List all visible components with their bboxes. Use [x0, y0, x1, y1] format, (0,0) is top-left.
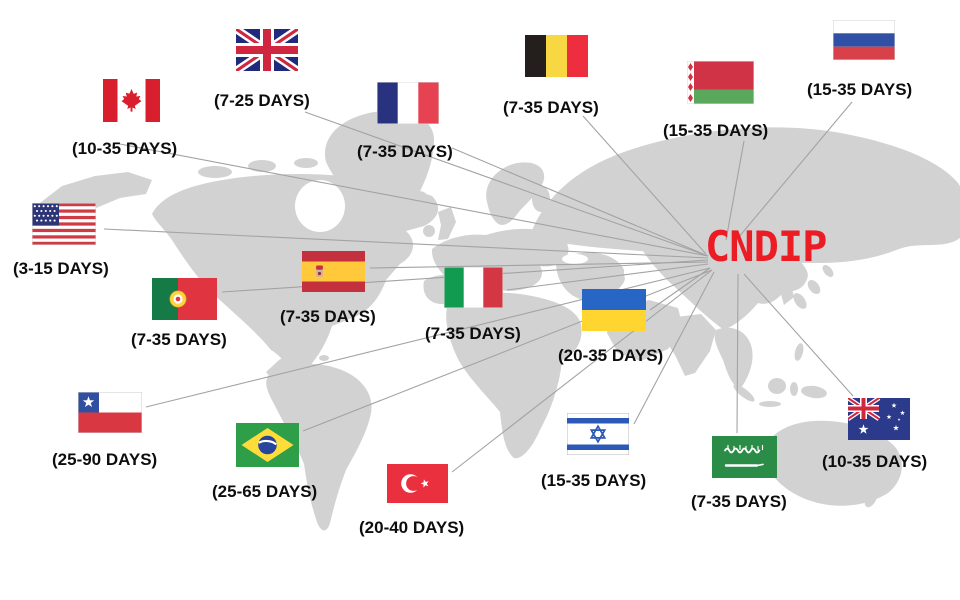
- france-days-label: (7-35 DAYS): [357, 142, 453, 161]
- usa-flag-icon: [32, 203, 96, 245]
- ukraine-days-label: (20-35 DAYS): [558, 346, 664, 365]
- line-france: [451, 147, 709, 257]
- russia-flag-icon: [833, 20, 895, 60]
- russia-days-label: (15-35 DAYS): [807, 80, 913, 99]
- chile-flag-icon: [78, 392, 142, 433]
- shipping-lines: [103, 101, 854, 473]
- line-australia: [743, 273, 854, 397]
- line-uk: [304, 111, 709, 257]
- israel-days-label: (15-35 DAYS): [541, 471, 647, 490]
- chile-days-label: (25-90 DAYS): [52, 450, 158, 469]
- israel-flag-icon: [567, 413, 629, 455]
- australia-canton-union-jack: [848, 398, 881, 421]
- belgium-days-label: (7-35 DAYS): [503, 98, 599, 117]
- portugal-days-label: (7-35 DAYS): [131, 330, 227, 349]
- france-flag-icon: [377, 82, 439, 124]
- line-usa: [103, 228, 709, 259]
- southern-cross-stars: [858, 402, 905, 434]
- saudi-days-label: (7-35 DAYS): [691, 492, 787, 511]
- italy-days-label: (7-35 DAYS): [425, 324, 521, 343]
- turkey-days-label: (20-40 DAYS): [359, 518, 465, 537]
- line-belgium: [582, 115, 707, 255]
- line-canada: [119, 143, 709, 257]
- turkey-flag-icon: [387, 464, 448, 503]
- line-russia: [737, 101, 853, 239]
- belarus-flag-icon: [687, 61, 754, 104]
- uk-days-label: (7-25 DAYS): [214, 91, 310, 110]
- brand-name: CNDIP: [705, 222, 827, 271]
- line-spain: [369, 261, 709, 269]
- canada-flag-icon: [103, 79, 160, 122]
- italy-flag-icon: [444, 267, 503, 308]
- uk-flag-icon: [236, 29, 298, 71]
- belarus-days-label: (15-35 DAYS): [663, 121, 769, 140]
- usa-days-label: (3-15 DAYS): [13, 259, 109, 278]
- brazil-days-label: (25-65 DAYS): [212, 482, 318, 501]
- line-israel: [633, 271, 715, 425]
- saudi-arabia-flag-icon: [712, 436, 777, 478]
- line-belarus: [725, 140, 745, 241]
- australia-flag-icon: [848, 398, 910, 440]
- australia-days-label: (10-35 DAYS): [822, 452, 928, 471]
- belgium-flag-icon: [525, 35, 588, 77]
- line-italy: [506, 263, 709, 291]
- portugal-flag-icon: [152, 278, 217, 320]
- spain-flag-icon: [302, 251, 365, 292]
- brazil-flag-icon: [236, 423, 299, 467]
- shahada-script-icon: [724, 444, 764, 467]
- spain-days-label: (7-35 DAYS): [280, 307, 376, 326]
- line-turkey: [451, 269, 713, 473]
- spain-coat-of-arms: [316, 265, 323, 277]
- canada-days-label: (10-35 DAYS): [72, 139, 178, 158]
- line-saudi: [736, 273, 739, 434]
- ukraine-flag-icon: [582, 289, 646, 331]
- star-of-david-icon: [589, 424, 607, 444]
